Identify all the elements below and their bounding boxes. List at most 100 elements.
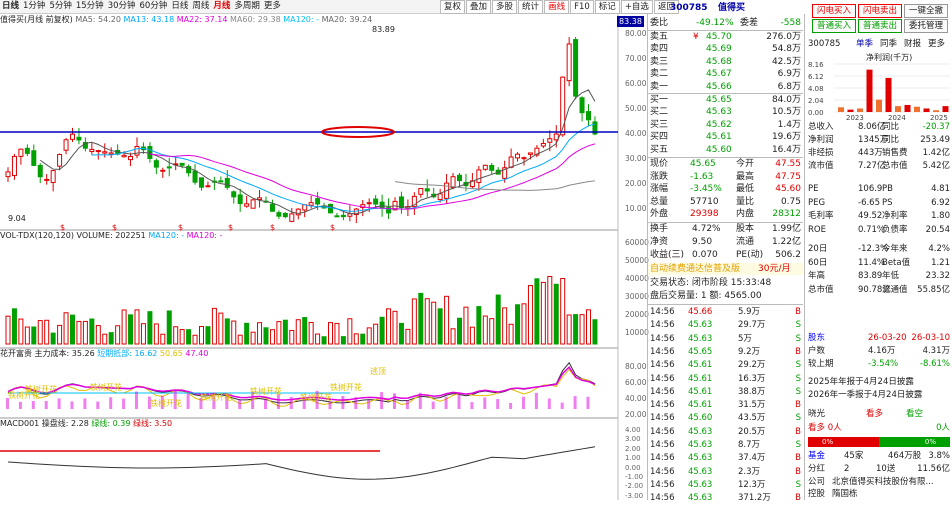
trade-button[interactable]: 闪电买入 — [812, 4, 856, 18]
tick-flag: B — [795, 453, 801, 464]
bid-row[interactable]: 买一 45.65 84.0万 — [648, 94, 803, 106]
chart-tool-button[interactable]: 标记 — [594, 0, 620, 14]
cost-bar — [586, 396, 590, 409]
volume-bar — [573, 314, 579, 345]
fund-shares: 464万股 — [888, 451, 922, 461]
tick-volume: 38.8万 — [738, 386, 766, 397]
period-option[interactable]: 日线 — [171, 1, 189, 11]
bear-button[interactable]: 看空 — [906, 409, 924, 419]
subscription-ad[interactable]: 自动续费通达信普及版 30元/月 — [648, 263, 803, 275]
volume-bar — [418, 292, 424, 345]
signal-label: 铁树开花 — [150, 398, 182, 408]
tick-row[interactable]: 14:56 45.61 31.5万 B — [648, 399, 803, 413]
candle-body — [540, 142, 546, 147]
bull-button[interactable]: 看多 — [866, 409, 884, 419]
trade-button[interactable]: 委托管理 — [904, 19, 948, 33]
ask-price: 45.68 — [706, 56, 732, 67]
trade-button[interactable]: 普通买入 — [812, 19, 856, 33]
tick-row[interactable]: 14:56 45.61 16.3万 S — [648, 373, 803, 387]
tick-flag: S — [795, 373, 801, 384]
ask-row[interactable]: 卖五 ¥45.70 276.0万 — [648, 31, 803, 43]
period-option[interactable]: 多周期 — [234, 1, 260, 11]
tick-row[interactable]: 14:56 45.60 43.5万 S — [648, 412, 803, 426]
tick-row[interactable]: 14:56 45.63 20.5万 B — [648, 426, 803, 440]
tick-row[interactable]: 14:56 45.63 8.7万 S — [648, 439, 803, 453]
candle-body — [186, 166, 192, 174]
stat-label: 外盘 — [650, 209, 669, 220]
controller-name: 隋国栋 — [832, 489, 858, 499]
stat-row[interactable]: 涨幅 -3.45% 最低 45.60 — [648, 183, 803, 195]
tick-row[interactable]: 14:56 45.66 5.9万 B — [648, 306, 803, 320]
chart-tool-button[interactable]: 复权 — [440, 0, 466, 14]
fin-row: 60日 11.4% Beta值 1.21 — [806, 257, 952, 270]
ask-row[interactable]: 卖二 45.67 6.9万 — [648, 68, 803, 80]
stat-label: 涨幅 — [650, 184, 669, 195]
tab-quarter[interactable]: 单季 — [856, 39, 874, 49]
tab-same-quarter[interactable]: 同季 — [880, 39, 898, 49]
tick-row[interactable]: 14:56 45.61 29.2万 S — [648, 359, 803, 373]
holder-value: 4.31万 — [922, 346, 950, 356]
tick-row[interactable]: 14:56 45.63 2.3万 B — [648, 466, 803, 480]
bid-price: 45.61 — [706, 132, 732, 143]
trade-button[interactable]: 普通卖出 — [858, 19, 902, 33]
fin-x-label: 2025 — [930, 114, 948, 120]
period-option[interactable]: 60分钟 — [139, 1, 168, 11]
chart-tool-button[interactable]: +自选 — [620, 0, 653, 14]
stat-row[interactable]: 收益(三) 0.070 PE(动) 506.2 — [648, 249, 803, 261]
chart-tool-button[interactable]: 返回 — [653, 0, 679, 14]
candle-body — [566, 43, 572, 82]
tick-row[interactable]: 14:56 45.65 9.2万 B — [648, 346, 803, 360]
fund-count: 45家 — [844, 451, 864, 461]
stat-row[interactable]: 总量 57710 量比 0.75 — [648, 196, 803, 208]
bid-row[interactable]: 买四 45.61 19.6万 — [648, 131, 803, 143]
tick-row[interactable]: 14:56 45.63 371.2万 B — [648, 492, 803, 506]
period-option[interactable]: 1分钟 — [23, 1, 46, 11]
tick-row[interactable]: 14:56 45.63 5万 S — [648, 333, 803, 347]
fin-value: 5.42亿 — [922, 161, 950, 171]
stat-row[interactable]: 涨跌 -1.63 最高 47.75 — [648, 171, 803, 183]
tick-row[interactable]: 14:56 45.63 37.4万 B — [648, 452, 803, 466]
volume-bar — [57, 324, 63, 345]
tick-row[interactable]: 14:56 45.63 29.7万 S — [648, 319, 803, 333]
period-option[interactable]: 5分钟 — [49, 1, 72, 11]
chart-tool-button[interactable]: 画线 — [544, 0, 570, 14]
cost-bar — [31, 400, 35, 409]
volume-bar — [63, 312, 69, 345]
bid-row[interactable]: 买三 45.62 1.4万 — [648, 119, 803, 131]
disclosure-note[interactable]: 2026年一季报于4月24日披露 — [806, 389, 952, 402]
ask-row[interactable]: 卖三 45.68 42.5万 — [648, 56, 803, 68]
period-option[interactable]: 周线 — [192, 1, 210, 11]
tick-row[interactable]: 14:56 45.61 38.8万 S — [648, 386, 803, 400]
stock-period-label[interactable]: 日线 — [2, 1, 20, 11]
fin-label: PB — [882, 184, 893, 194]
disclosure-note[interactable]: 2025年年报于4月24日披露 — [806, 376, 952, 389]
period-option[interactable]: 更多 — [263, 1, 281, 11]
chart-tool-button[interactable]: F10 — [570, 0, 594, 14]
bid-row[interactable]: 买二 45.63 10.5万 — [648, 106, 803, 118]
period-option[interactable]: 15分钟 — [75, 1, 104, 11]
tab-report[interactable]: 财报 — [904, 39, 922, 49]
tab-more[interactable]: 更多 — [928, 39, 946, 49]
sentiment-title: 晓光 — [808, 409, 826, 419]
fin-row: 总收入 8.06亿 同比 -20.37 — [806, 121, 952, 134]
bid-row[interactable]: 买五 45.60 16.4万 — [648, 144, 803, 156]
period-option[interactable]: 30分钟 — [107, 1, 136, 11]
ask-price: 45.69 — [706, 44, 732, 55]
stat-row[interactable]: 换手 4.72% 股本 1.99亿 — [648, 223, 803, 235]
ask-row[interactable]: 卖四 45.69 54.8万 — [648, 43, 803, 55]
period-option[interactable]: 月线 — [213, 1, 231, 11]
chart-tool-button[interactable]: 统计 — [518, 0, 544, 14]
trade-button[interactable]: 一键全撤 — [904, 4, 948, 18]
ask-row[interactable]: 卖一 45.66 6.8万 — [648, 81, 803, 93]
stat-row[interactable]: 净资 9.50 流通 1.22亿 — [648, 236, 803, 248]
chart-tool-button[interactable]: 叠加 — [466, 0, 492, 14]
volume-bar — [108, 332, 114, 345]
trade-button[interactable]: 闪电卖出 — [858, 4, 902, 18]
ma20-value: MA20: 39.24 — [321, 15, 373, 24]
stat-row[interactable]: 现价 45.65 今开 47.55 — [648, 158, 803, 170]
chart-tool-button[interactable]: 多股 — [492, 0, 518, 14]
candle-body — [534, 147, 540, 156]
tick-row[interactable]: 14:56 45.63 12.3万 S — [648, 479, 803, 493]
stat-row[interactable]: 外盘 29398 内盘 28312 — [648, 208, 803, 220]
